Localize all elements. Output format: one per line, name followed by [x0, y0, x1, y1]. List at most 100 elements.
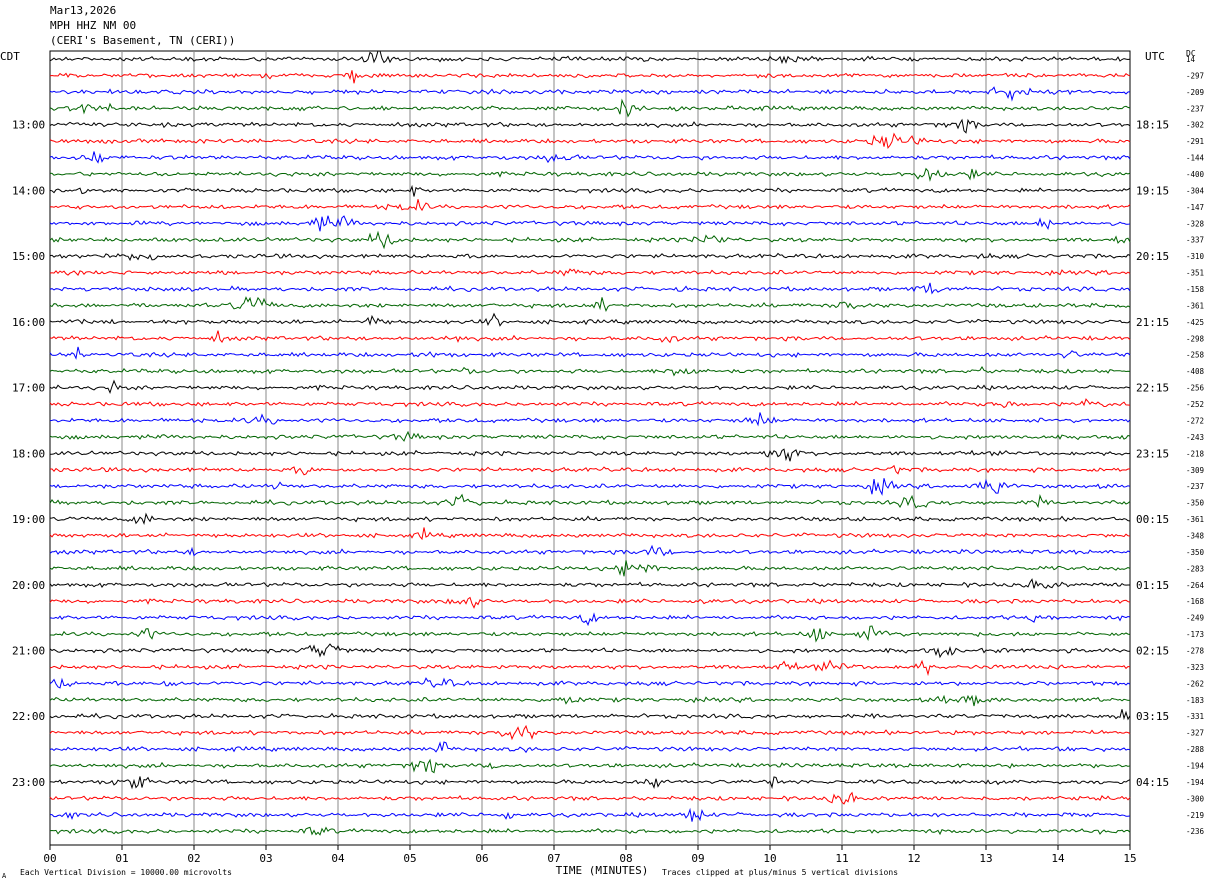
x-tick-label: 00 — [43, 852, 56, 865]
dc-offset-label: -351 — [1186, 269, 1204, 278]
dc-offset-label: -252 — [1186, 400, 1204, 409]
utc-hour-label: 02:15 — [1136, 644, 1169, 657]
seismic-trace — [49, 398, 1131, 409]
dc-offset-label: -258 — [1186, 351, 1205, 360]
dc-offset-label: -144 — [1186, 154, 1205, 163]
cdt-hour-label: 13:00 — [12, 119, 45, 132]
dc-offset-label: -297 — [1186, 71, 1204, 80]
dc-offset-label: -348 — [1186, 531, 1205, 540]
cdt-hour-label: 23:00 — [12, 776, 45, 789]
corner-mark: A — [2, 872, 7, 880]
cdt-hour-label: 15:00 — [12, 250, 45, 263]
seismic-trace — [49, 50, 1131, 65]
dc-offset-label: -331 — [1186, 712, 1204, 721]
dc-offset-label: -309 — [1186, 466, 1204, 475]
seismic-trace — [49, 296, 1131, 313]
seismic-trace — [49, 167, 1131, 182]
seismic-trace — [49, 346, 1131, 360]
x-tick-label: 02 — [187, 852, 200, 865]
seismic-trace — [49, 132, 1131, 149]
seismic-trace — [49, 826, 1131, 836]
seismic-trace — [49, 464, 1131, 476]
dc-offset-label: -236 — [1186, 827, 1205, 836]
utc-hour-label: 04:15 — [1136, 776, 1169, 789]
seismic-trace — [49, 86, 1131, 102]
dc-offset-label: -249 — [1186, 614, 1204, 623]
seismic-trace — [49, 527, 1131, 541]
dc-offset-label: -243 — [1186, 433, 1204, 442]
seismic-trace — [49, 151, 1131, 164]
cdt-hour-label: 19:00 — [12, 513, 45, 526]
dc-offset-label: -327 — [1186, 729, 1204, 738]
seismic-trace — [49, 709, 1131, 721]
seismic-trace — [49, 118, 1131, 134]
dc-offset-label: -283 — [1186, 564, 1204, 573]
seismic-trace — [50, 625, 1131, 643]
dc-offset-label: -328 — [1186, 219, 1205, 228]
seismic-trace — [49, 199, 1131, 212]
dc-offset-label: -300 — [1186, 794, 1205, 803]
seismic-trace — [49, 659, 1131, 677]
dc-offset-label: -350 — [1186, 499, 1205, 508]
dc-offset-label: -302 — [1186, 121, 1204, 130]
seismic-trace — [50, 448, 1131, 462]
clip-note: Traces clipped at plus/minus 5 vertical … — [662, 868, 899, 877]
cdt-hour-label: 14:00 — [12, 184, 45, 197]
cdt-hour-label: 17:00 — [12, 382, 45, 395]
cdt-hour-label: 20:00 — [12, 579, 45, 592]
seismic-trace — [49, 612, 1131, 627]
seismic-trace — [49, 758, 1131, 774]
dc-offset-label: -361 — [1186, 301, 1204, 310]
seismic-trace — [49, 596, 1131, 609]
utc-hour-label: 03:15 — [1136, 710, 1169, 723]
dc-offset-label: -400 — [1186, 170, 1205, 179]
right-zone-label: UTC — [1145, 50, 1165, 63]
dc-offset-label: -194 — [1186, 761, 1205, 770]
seismic-trace — [49, 493, 1131, 509]
x-tick-label: 08 — [619, 852, 632, 865]
seismic-trace — [49, 98, 1131, 118]
dc-offset-label: -350 — [1186, 548, 1205, 557]
dc-offset-label: -310 — [1186, 252, 1205, 261]
dc-offset-label: -264 — [1186, 581, 1205, 590]
x-tick-label: 07 — [547, 852, 560, 865]
seismic-trace — [49, 268, 1131, 277]
cdt-hour-label: 22:00 — [12, 710, 45, 723]
dc-offset-label: -337 — [1186, 236, 1204, 245]
seismic-trace — [49, 184, 1131, 197]
dc-offset-label: -278 — [1186, 646, 1205, 655]
seismic-trace — [49, 791, 1131, 805]
x-tick-label: 09 — [691, 852, 704, 865]
utc-hour-label: 18:15 — [1136, 119, 1169, 132]
dc-label: DC — [1186, 49, 1196, 58]
dc-offset-label: -218 — [1186, 449, 1205, 458]
seismic-trace — [49, 215, 1131, 232]
vertical-division-note: Each Vertical Division = 10000.00 microv… — [20, 868, 232, 877]
dc-offset-label: -262 — [1186, 679, 1204, 688]
left-zone-label: CDT — [0, 50, 20, 63]
dc-offset-label: -209 — [1186, 88, 1204, 97]
dc-offset-label: -219 — [1186, 811, 1204, 820]
x-tick-label: 12 — [907, 852, 920, 865]
seismic-trace — [49, 312, 1131, 327]
seismic-trace — [49, 560, 1131, 577]
dc-offset-label: -288 — [1186, 745, 1205, 754]
dc-offset-label: -272 — [1186, 416, 1204, 425]
seismic-trace — [49, 776, 1131, 790]
plot-frame — [49, 50, 1131, 846]
dc-offset-label: -183 — [1186, 696, 1204, 705]
x-tick-label: 01 — [115, 852, 128, 865]
dc-offset-label: -408 — [1186, 367, 1205, 376]
cdt-hour-label: 18:00 — [12, 447, 45, 460]
seismic-trace — [49, 430, 1131, 442]
seismic-trace — [49, 741, 1131, 754]
seismic-trace — [49, 512, 1131, 526]
dc-offset-label: -291 — [1186, 137, 1204, 146]
utc-hour-label: 00:15 — [1136, 513, 1169, 526]
dc-offset-label: -237 — [1186, 482, 1204, 491]
seismic-trace — [49, 282, 1131, 295]
seismic-trace — [49, 379, 1131, 394]
seismic-trace — [49, 330, 1131, 344]
seismic-trace — [49, 230, 1131, 250]
cdt-hour-label: 21:00 — [12, 644, 45, 657]
